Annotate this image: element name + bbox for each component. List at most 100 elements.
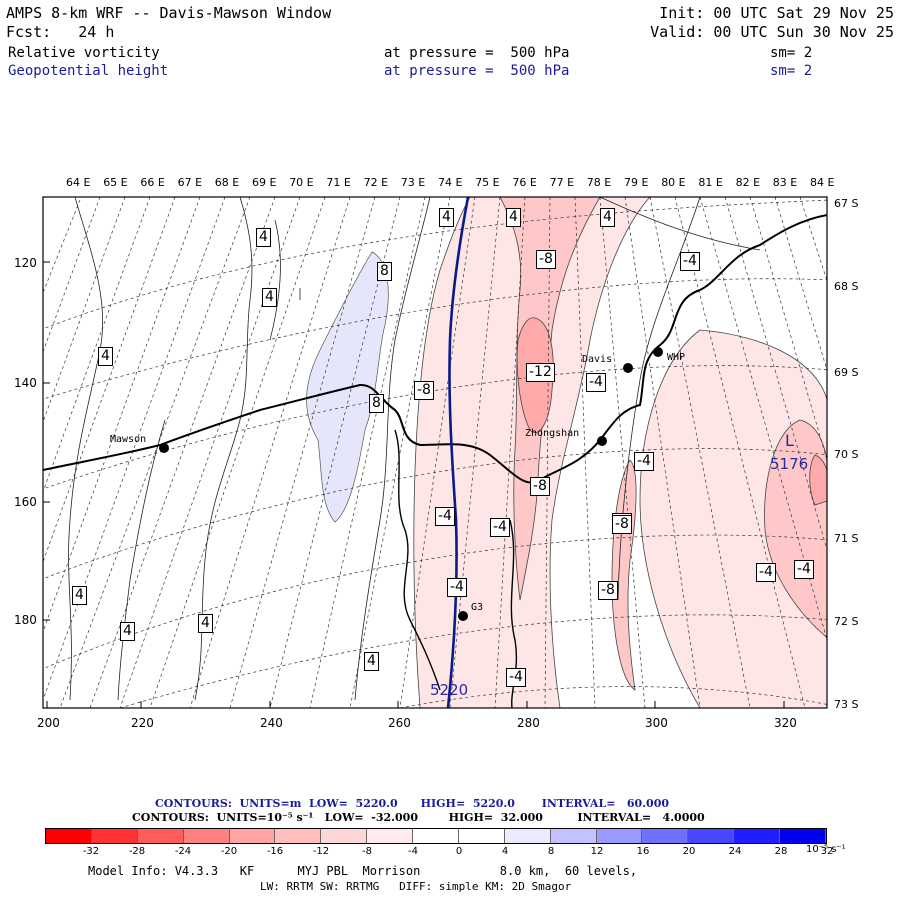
colorbar-label: -4 (408, 846, 418, 857)
axis-ticks (43, 261, 785, 708)
longitude-label: 69 E (252, 176, 277, 189)
colorbar-swatch (46, 829, 92, 843)
longitude-label: 65 E (103, 176, 128, 189)
contour-label: -4 (447, 578, 467, 597)
contour-label: 4 (198, 614, 213, 633)
contour-label: -8 (530, 477, 550, 496)
longitude-label: 80 E (661, 176, 686, 189)
station-label-g3: G3 (471, 602, 484, 613)
station-dot-g3 (458, 611, 468, 621)
longitude-label: 75 E (475, 176, 500, 189)
coastline-inlet (394, 429, 518, 708)
longitude-label: 78 E (586, 176, 612, 189)
colorbar-swatch (734, 829, 780, 843)
field2-name: Geopotential height (8, 63, 169, 79)
contour-label: 4 (364, 652, 379, 671)
contour-label: -4 (634, 452, 654, 471)
latitude-label: 70 S (834, 448, 859, 461)
longitude-label: 74 E (438, 176, 463, 189)
colorbar-swatch (458, 829, 505, 843)
longitude-label: 68 E (214, 176, 240, 189)
latitude-label: 67 S (834, 197, 859, 210)
contour-label: -4 (586, 373, 606, 392)
contour-label: -8 (598, 581, 618, 600)
colorbar-label: 16 (636, 846, 650, 857)
longitude-label: 79 E (624, 176, 649, 189)
field2-smoothing: sm= 2 (770, 63, 813, 79)
height-contours-info: CONTOURS: UNITS=m LOW= 5220.0 HIGH= 5220… (155, 797, 669, 810)
height-contour-5220 (446, 197, 470, 708)
colorbar-swatch (413, 829, 459, 843)
longitude-label: 71 E (326, 176, 351, 189)
colorbar-label: -12 (312, 846, 330, 857)
colorbar-swatch (780, 829, 826, 843)
colorbar (45, 828, 827, 844)
coastline (43, 214, 827, 484)
station-label-zhongshan: Zhongshan (525, 428, 580, 439)
contour-label: 8 (369, 394, 384, 413)
forecast-hour: Fcst: 24 h (6, 23, 115, 41)
colorbar-label: 20 (682, 846, 696, 857)
contour-label: -4 (506, 668, 526, 687)
contour-label: -12 (526, 363, 555, 382)
contour-label: -4 (756, 563, 776, 582)
x-tick-label: 240 (260, 716, 283, 730)
colorbar-swatch (275, 829, 322, 843)
longitude-label: 81 E (698, 176, 723, 189)
colorbar-label: -16 (266, 846, 284, 857)
x-tick-label: 320 (774, 716, 797, 730)
contour-label: 4 (72, 586, 87, 605)
colorbar-swatch (550, 829, 597, 843)
colorbar-swatch (596, 829, 643, 843)
colorbar-unit: 10⁻⁵ s⁻¹ (806, 844, 846, 855)
longitude-label: 73 E (400, 176, 426, 189)
x-tick-label: 260 (388, 716, 411, 730)
negative-vorticity-band-east (611, 459, 637, 691)
colorbar-label: 8 (547, 846, 555, 857)
contour-label: 4 (120, 622, 135, 641)
field1-name: Relative vorticity (8, 45, 160, 61)
colorbar-label: 32 (820, 846, 834, 857)
field1-level: at pressure = 500 hPa (384, 45, 570, 61)
x-tick-label: 200 (37, 716, 60, 730)
height-low-marker: L (785, 431, 794, 450)
longitude-label: 82 E (735, 176, 761, 189)
longitude-label: 84 E (810, 176, 835, 189)
field1-smoothing: sm= 2 (770, 45, 813, 61)
contour-label: -8 (612, 515, 632, 534)
x-tick-label: 220 (131, 716, 154, 730)
station-dot-whp (653, 347, 663, 357)
station-label-mawson: Mawson (110, 434, 147, 445)
longitude-label: 77 E (549, 176, 575, 189)
station-label-whp: WHP (667, 352, 686, 363)
model-info-line2: LW: RRTM SW: RRTMG DIFF: simple KM: 2D S… (260, 880, 572, 893)
contour-label: -4 (680, 252, 700, 271)
colorbar-swatch (642, 829, 689, 843)
longitude-label: 70 E (289, 176, 314, 189)
contour-label: -8 (414, 381, 434, 400)
height-low-value: 5176 (770, 455, 809, 473)
colorbar-label: -28 (128, 846, 146, 857)
contour-label: 4 (600, 208, 615, 227)
colorbar-label: 0 (455, 846, 463, 857)
plot-frame (42, 196, 828, 709)
colorbar-label: -20 (220, 846, 238, 857)
latitude-label: 71 S (834, 532, 859, 545)
contour-label: -8 (536, 250, 556, 269)
longitude-label: 64 E (66, 176, 91, 189)
contour-label: 4 (98, 347, 113, 366)
y-tick-label: 160 (14, 495, 37, 509)
y-tick-label: 180 (14, 613, 37, 627)
colorbar-swatch (183, 829, 230, 843)
contour-label: 8 (377, 262, 392, 281)
y-tick-label: 120 (14, 256, 37, 270)
contour-label: 4 (506, 208, 521, 227)
field2-level: at pressure = 500 hPa (384, 63, 570, 79)
latitude-label: 68 S (834, 280, 859, 293)
init-time: Init: 00 UTC Sat 29 Nov 25 (659, 4, 894, 22)
map-title: AMPS 8-km WRF -- Davis-Mawson Window (6, 4, 332, 22)
x-tick-label: 300 (645, 716, 668, 730)
colorbar-swatch (688, 829, 735, 843)
colorbar-label: -8 (362, 846, 372, 857)
